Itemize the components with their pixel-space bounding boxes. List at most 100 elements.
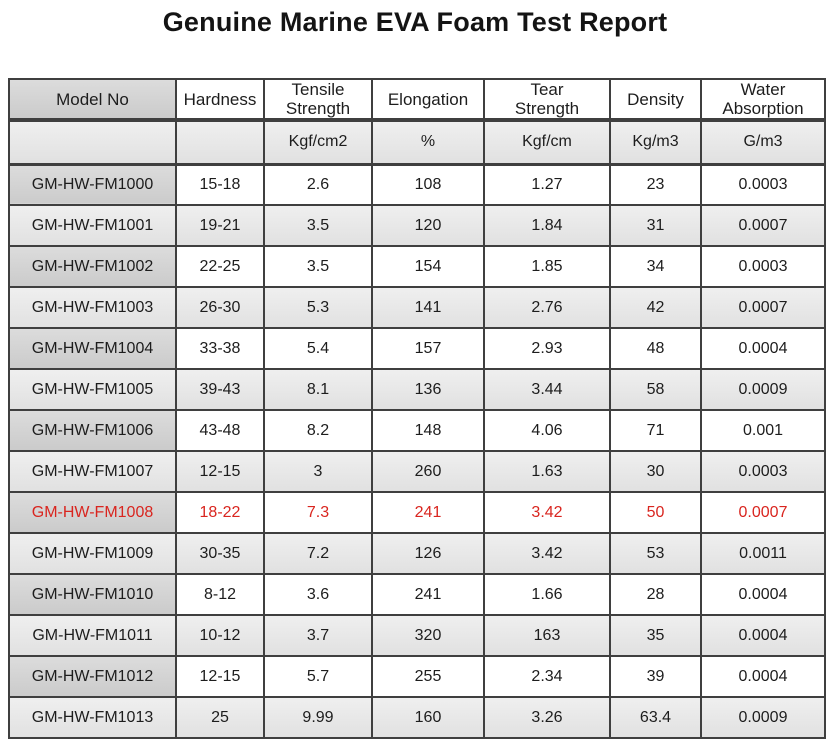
value-cell: 3.6 [263,573,373,616]
value-cell: 39 [609,655,702,698]
model-cell: GM-HW-FM1006 [8,409,177,452]
unit-label-elongation: % [371,119,485,166]
header-row: Model No Hardness Tensile Strength Elong… [8,78,826,122]
table-row: GM-HW-FM1008 18-22 7.3 241 3.42 50 0.0007 [8,491,826,534]
value-cell: 8.1 [263,368,373,411]
value-cell: 4.06 [483,409,611,452]
value-cell: 50 [609,491,702,534]
column-header-water-absorption: Water Absorption [700,78,826,122]
value-cell: 5.7 [263,655,373,698]
model-cell: GM-HW-FM1003 [8,286,177,329]
model-cell: GM-HW-FM1002 [8,245,177,288]
table-row: GM-HW-FM1007 12-15 3 260 1.63 30 0.0003 [8,450,826,493]
value-cell: 3.44 [483,368,611,411]
model-cell: GM-HW-FM1012 [8,655,177,698]
value-cell: 154 [371,245,485,288]
value-cell: 39-43 [175,368,265,411]
value-cell: 3 [263,450,373,493]
value-cell: 255 [371,655,485,698]
value-cell: 148 [371,409,485,452]
value-cell: 48 [609,327,702,370]
value-cell: 26-30 [175,286,265,329]
table-row: GM-HW-FM1003 26-30 5.3 141 2.76 42 0.0007 [8,286,826,329]
unit-label-model [8,119,177,166]
value-cell: 260 [371,450,485,493]
value-cell: 1.27 [483,163,611,206]
value-cell: 9.99 [263,696,373,739]
unit-label-tensile-strength: Kgf/cm2 [263,119,373,166]
value-cell: 1.84 [483,204,611,247]
table-row: GM-HW-FM1010 8-12 3.6 241 1.66 28 0.0004 [8,573,826,616]
units-row: Kgf/cm2 % Kgf/cm Kg/m3 G/m3 [8,119,826,166]
value-cell: 0.0007 [700,491,826,534]
value-cell: 3.5 [263,204,373,247]
value-cell: 3.42 [483,532,611,575]
value-cell: 5.3 [263,286,373,329]
value-cell: 0.0007 [700,204,826,247]
table-body: GM-HW-FM1000 15-18 2.6 108 1.27 23 0.0003 GM-HW… [8,163,826,739]
column-header-tensile-strength: Tensile Strength [263,78,373,122]
value-cell: 30-35 [175,532,265,575]
model-cell: GM-HW-FM1000 [8,163,177,206]
value-cell: 141 [371,286,485,329]
value-cell: 3.26 [483,696,611,739]
value-cell: 22-25 [175,245,265,288]
value-cell: 7.2 [263,532,373,575]
unit-label-tear-strength: Kgf/cm [483,119,611,166]
value-cell: 2.93 [483,327,611,370]
value-cell: 18-22 [175,491,265,534]
value-cell: 0.001 [700,409,826,452]
table-row: GM-HW-FM1011 10-12 3.7 320 163 35 0.0004 [8,614,826,657]
value-cell: 8.2 [263,409,373,452]
unit-label-water-absorption: G/m3 [700,119,826,166]
value-cell: 163 [483,614,611,657]
value-cell: 126 [371,532,485,575]
column-header-density: Density [609,78,702,122]
value-cell: 43-48 [175,409,265,452]
value-cell: 35 [609,614,702,657]
value-cell: 12-15 [175,655,265,698]
value-cell: 23 [609,163,702,206]
table-row: GM-HW-FM1004 33-38 5.4 157 2.93 48 0.0004 [8,327,826,370]
column-header-hardness: Hardness [175,78,265,122]
value-cell: 0.0003 [700,450,826,493]
value-cell: 120 [371,204,485,247]
value-cell: 108 [371,163,485,206]
value-cell: 3.7 [263,614,373,657]
table-row: GM-HW-FM1002 22-25 3.5 154 1.85 34 0.0003 [8,245,826,288]
table-header: Model No Hardness Tensile Strength Elong… [8,78,826,166]
value-cell: 42 [609,286,702,329]
column-header-elongation: Elongation [371,78,485,122]
model-cell: GM-HW-FM1011 [8,614,177,657]
value-cell: 63.4 [609,696,702,739]
column-header-tear-strength: Tear Strength [483,78,611,122]
value-cell: 2.34 [483,655,611,698]
value-cell: 0.0004 [700,614,826,657]
value-cell: 3.5 [263,245,373,288]
value-cell: 0.0009 [700,368,826,411]
table-row: GM-HW-FM1013 25 9.99 160 3.26 63.4 0.0009 [8,696,826,739]
value-cell: 2.6 [263,163,373,206]
model-cell: GM-HW-FM1001 [8,204,177,247]
value-cell: 7.3 [263,491,373,534]
unit-label-hardness [175,119,265,166]
value-cell: 53 [609,532,702,575]
table-row: GM-HW-FM1000 15-18 2.6 108 1.27 23 0.0003 [8,163,826,206]
value-cell: 28 [609,573,702,616]
unit-label-density: Kg/m3 [609,119,702,166]
value-cell: 3.42 [483,491,611,534]
value-cell: 30 [609,450,702,493]
value-cell: 0.0009 [700,696,826,739]
value-cell: 0.0004 [700,327,826,370]
table-row: GM-HW-FM1009 30-35 7.2 126 3.42 53 0.0011 [8,532,826,575]
value-cell: 19-21 [175,204,265,247]
value-cell: 320 [371,614,485,657]
value-cell: 136 [371,368,485,411]
value-cell: 10-12 [175,614,265,657]
table-row: GM-HW-FM1006 43-48 8.2 148 4.06 71 0.001 [8,409,826,452]
value-cell: 25 [175,696,265,739]
value-cell: 33-38 [175,327,265,370]
model-cell: GM-HW-FM1009 [8,532,177,575]
value-cell: 8-12 [175,573,265,616]
